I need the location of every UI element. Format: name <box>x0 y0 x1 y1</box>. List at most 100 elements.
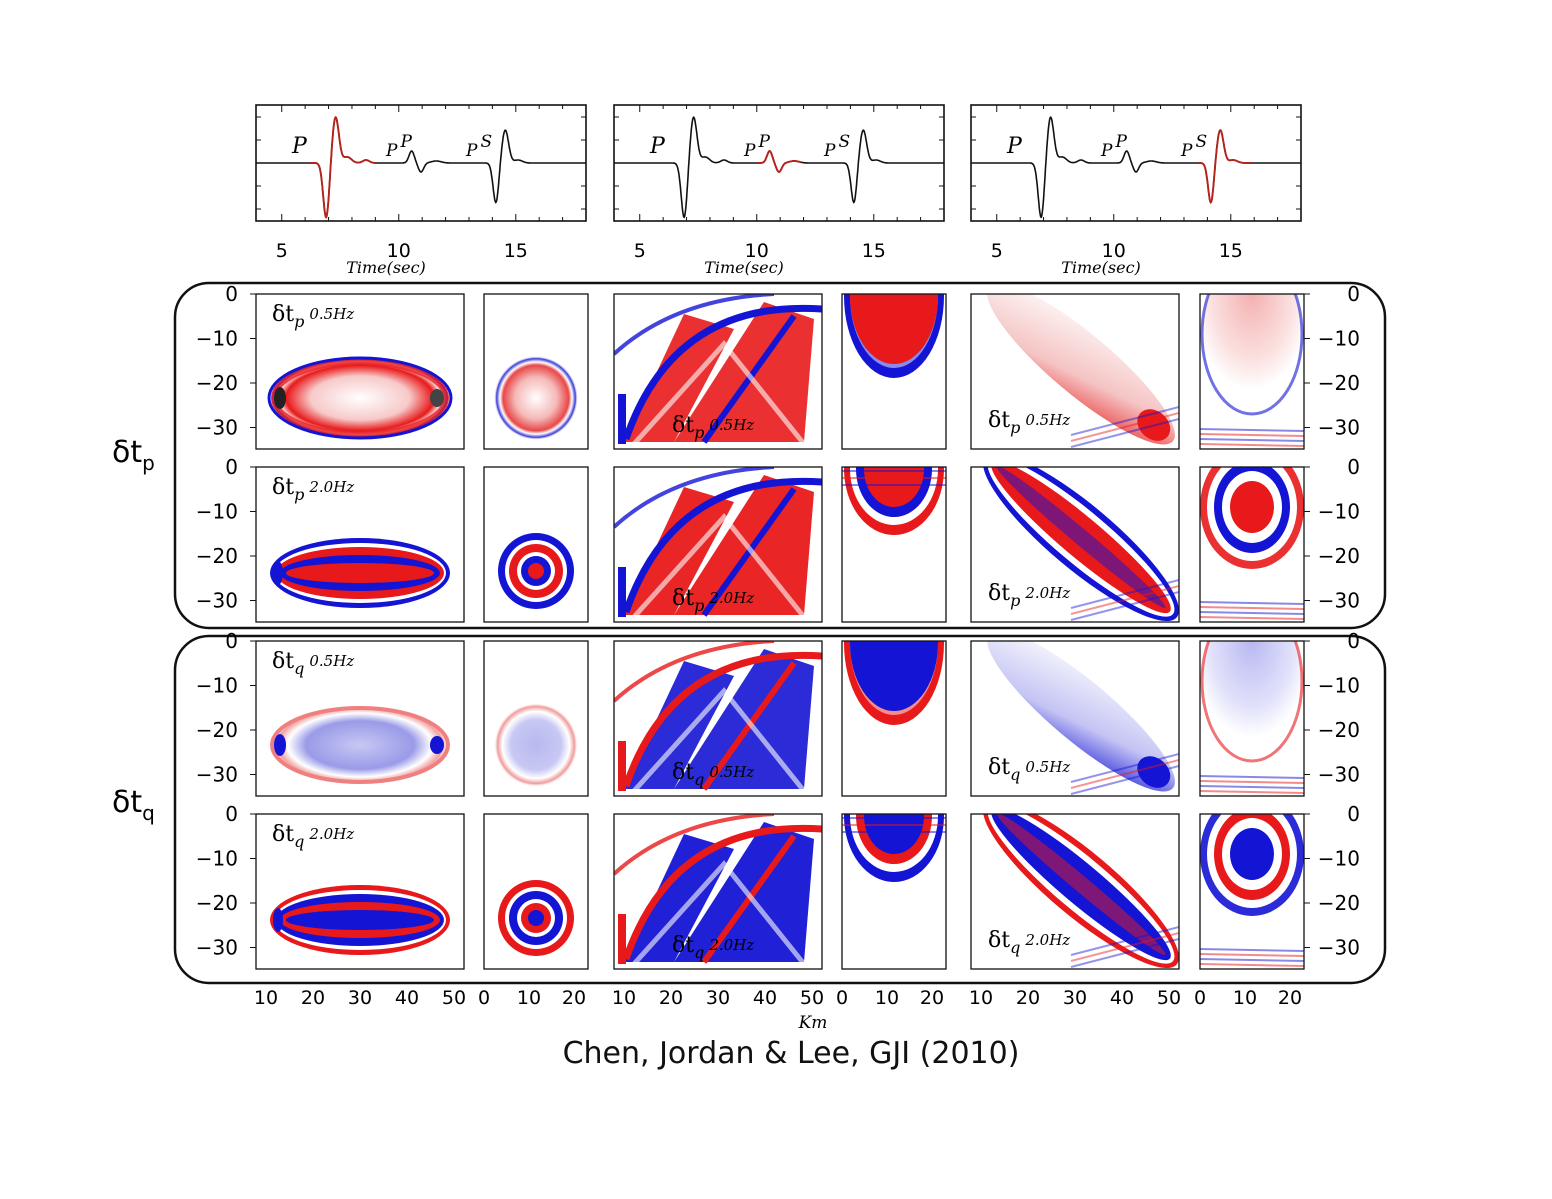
panel-content <box>1200 294 1304 449</box>
depth-tick-right: −10 <box>1318 500 1360 524</box>
panel-content <box>614 467 822 622</box>
panel-frame <box>483 466 589 623</box>
dtq-group-box <box>173 634 1387 985</box>
row-label-dtp: δtp <box>112 435 155 475</box>
sensitivity-ellipse <box>270 358 450 438</box>
panel-frame <box>970 293 1180 450</box>
time-tick-label: 15 <box>1219 240 1243 262</box>
kernel-edge <box>622 304 822 441</box>
label-delta: δt <box>272 475 294 500</box>
kernel-edge <box>614 467 775 529</box>
time-tick-label: 15 <box>862 240 886 262</box>
column-stripe <box>1200 611 1304 615</box>
kernel-edge <box>614 814 775 876</box>
km-tick-label: 0 <box>836 987 848 1009</box>
time-tick-label: 5 <box>276 240 288 262</box>
depth-tick-left: −10 <box>196 500 238 524</box>
phase-base: P <box>823 141 836 161</box>
phase-base: P <box>385 141 398 161</box>
receiver-marker <box>430 389 444 407</box>
time-tick-label: 15 <box>504 240 528 262</box>
label-delta: δt <box>988 581 1010 606</box>
phase-base: P <box>465 141 478 161</box>
panel-content <box>256 641 464 796</box>
column-stripe <box>1200 785 1304 789</box>
label-freq: 0.5Hz <box>1025 411 1070 429</box>
kernel-lobe-left <box>624 314 734 442</box>
km-tick-label: 10 <box>1233 987 1257 1009</box>
label-delta: δt <box>672 586 694 611</box>
phase-base: P <box>743 141 756 161</box>
column-stripe <box>1200 958 1304 962</box>
label-sub: q <box>294 659 304 678</box>
time-axis-label: Time(sec) <box>1061 258 1141 277</box>
label-sub: p <box>294 485 304 504</box>
panel-label: δtq 2.0Hz <box>672 933 754 962</box>
depth-tick-left: −10 <box>196 847 238 871</box>
km-tick-label: 0 <box>478 987 490 1009</box>
km-tick-label: 20 <box>659 987 683 1009</box>
diagonal-stripe <box>1070 926 1179 956</box>
citation: Chen, Jordan & Lee, GJI (2010) <box>562 1036 1020 1071</box>
depth-tick-right: −10 <box>1318 674 1360 698</box>
column-stripe <box>1200 616 1304 620</box>
diagonal-ellipse <box>987 294 1175 445</box>
sensitivity-ellipse <box>270 705 450 785</box>
panel-frame <box>483 293 589 450</box>
panel-label: δtq 0.5Hz <box>272 649 354 678</box>
diagonal-kernel <box>983 467 1179 622</box>
km-tick-label: 30 <box>348 987 372 1009</box>
panel-content <box>971 641 1179 796</box>
km-tick-label: 10 <box>612 987 636 1009</box>
diagonal-stripe <box>1070 418 1179 448</box>
panel-content <box>971 814 1179 969</box>
time-tick-label: 10 <box>1102 240 1126 262</box>
panel-frame <box>970 466 1180 623</box>
km-tick-label: 40 <box>395 987 419 1009</box>
bowl-core <box>850 294 938 364</box>
label-freq: 0.5Hz <box>309 652 354 670</box>
highlighted-phase <box>309 116 376 219</box>
column-stripe <box>1200 775 1304 779</box>
phase-sup: P <box>399 132 412 152</box>
diagonal-kernel <box>987 641 1175 792</box>
label-delta: δt <box>672 933 694 958</box>
panel-content <box>484 814 588 969</box>
panel-label: δtp 0.5Hz <box>272 302 354 331</box>
km-tick-label: 10 <box>875 987 899 1009</box>
depth-tick-left: −30 <box>196 416 238 440</box>
panel-label: δtq 2.0Hz <box>988 928 1070 957</box>
km-tick-label: 40 <box>753 987 777 1009</box>
panel-content <box>842 467 946 622</box>
diagonal-stripe <box>996 814 1166 955</box>
column-stripe <box>1200 428 1304 432</box>
km-tick-label: 30 <box>1063 987 1087 1009</box>
label-sub: q <box>1010 938 1020 957</box>
dtp-group-box <box>173 281 1387 630</box>
depth-tick-left: −20 <box>196 718 238 742</box>
column-stripe <box>1200 948 1304 952</box>
panel-frame <box>1199 813 1305 970</box>
label-delta: δt <box>988 755 1010 780</box>
source-marker <box>273 561 283 585</box>
panel-frame <box>483 813 589 970</box>
kernel-edge <box>622 824 822 961</box>
panel-frame <box>1199 293 1305 450</box>
diagonal-stripe <box>1070 759 1179 789</box>
time-axis-label: Time(sec) <box>704 258 784 277</box>
phase-label-p: P <box>291 134 308 159</box>
label-freq: 2.0Hz <box>708 936 754 954</box>
km-tick-label: 20 <box>920 987 944 1009</box>
panel-frame <box>255 466 465 623</box>
label-delta: δt <box>988 928 1010 953</box>
panel-content <box>256 814 464 969</box>
km-tick-label: 30 <box>706 987 730 1009</box>
panel-content <box>1200 641 1304 796</box>
depth-tick-right: −20 <box>1318 718 1360 742</box>
depth-tick-right: −30 <box>1318 589 1360 613</box>
time-tick-label: 10 <box>745 240 769 262</box>
